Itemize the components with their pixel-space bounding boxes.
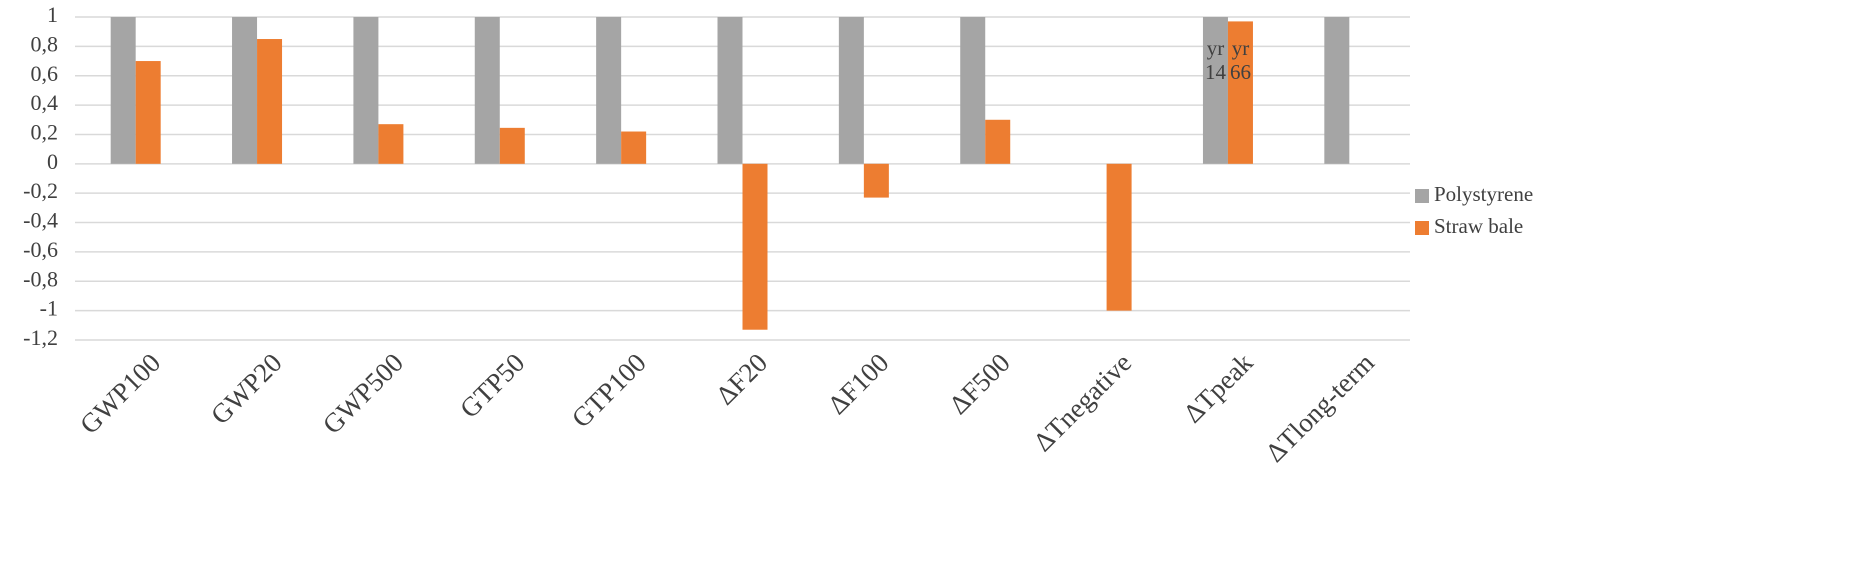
y-tick-label: 0,6	[31, 61, 59, 86]
y-tick-label: 0,4	[31, 90, 59, 115]
x-tick-label: ΔTlong-term	[1260, 347, 1380, 467]
annotation: yr 66	[1230, 36, 1251, 84]
bar	[717, 17, 743, 164]
x-tick-label: ΔF20	[710, 347, 773, 410]
bar	[232, 17, 258, 164]
bar	[1227, 21, 1253, 164]
legend-label: Polystyrene	[1434, 182, 1533, 206]
legend-label: Straw bale	[1434, 214, 1523, 238]
bar	[110, 17, 136, 164]
annotation-line: 14	[1205, 60, 1227, 84]
legend-swatch	[1415, 221, 1429, 235]
bar	[474, 17, 500, 164]
y-tick-label: -0,8	[23, 266, 58, 291]
x-tick-label: ΔTnegative	[1027, 347, 1137, 457]
bar	[985, 119, 1011, 164]
bar	[257, 39, 283, 164]
annotation-line: 66	[1230, 60, 1251, 84]
y-tick-label: 0,2	[31, 120, 59, 145]
bar	[1324, 17, 1350, 164]
x-tick-label: GWP20	[205, 347, 288, 430]
x-tick-label: GTP50	[454, 347, 530, 423]
bar	[838, 17, 864, 164]
x-tick-label: ΔF500	[943, 347, 1016, 420]
bar	[863, 163, 889, 198]
x-tick-label: GWP100	[74, 347, 166, 439]
bar	[378, 124, 404, 164]
y-tick-label: 0,8	[31, 31, 59, 56]
bar	[742, 163, 768, 330]
y-tick-label: 1	[47, 2, 58, 27]
bar	[499, 127, 525, 164]
y-tick-label: -1	[40, 296, 58, 321]
legend-swatch	[1415, 189, 1429, 203]
x-tick-label: GWP500	[317, 347, 409, 439]
annotation: yr 14	[1205, 36, 1227, 84]
bar	[960, 17, 986, 164]
x-tick-label: ΔTpeak	[1177, 347, 1259, 429]
bar	[1106, 163, 1132, 311]
bar	[135, 61, 161, 164]
x-tick-label: ΔF100	[822, 347, 895, 420]
y-tick-label: -0,2	[23, 178, 58, 203]
x-tick-label: GTP100	[566, 347, 652, 433]
y-tick-label: -0,4	[23, 208, 58, 233]
bar	[353, 17, 379, 164]
y-tick-label: -0,6	[23, 237, 58, 262]
annotation-line: yr	[1207, 36, 1225, 60]
bar	[596, 17, 622, 164]
y-tick-label: -1,2	[23, 325, 58, 350]
bar	[1202, 17, 1228, 164]
annotation-line: yr	[1232, 36, 1250, 60]
bar	[621, 131, 647, 164]
y-tick-label: 0	[47, 149, 58, 174]
